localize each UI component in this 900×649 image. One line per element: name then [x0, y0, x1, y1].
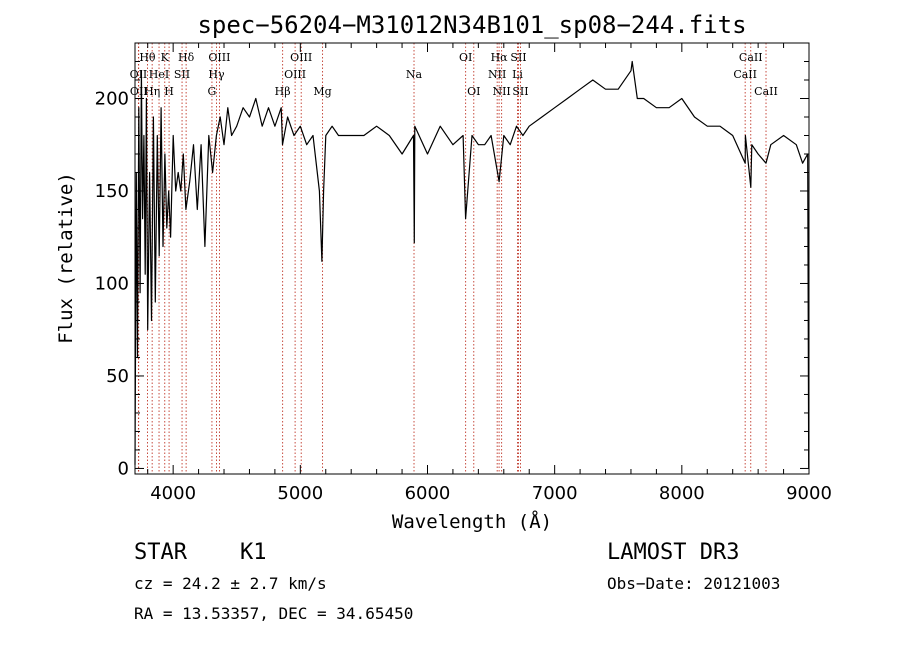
x-tick-label: 9000 [786, 483, 832, 504]
line-label: Hγ [208, 68, 225, 81]
line-label: HeI [149, 68, 169, 81]
axis-ticks: 4000 5000 6000 7000 8000 9000 0 50 100 150 200 [95, 43, 832, 504]
line-label: OIII [290, 51, 312, 64]
y-tick-label: 100 [95, 273, 129, 294]
coordinates-text: RA = 13.53357, DEC = 34.65450 [134, 604, 414, 623]
line-label: Mg [313, 85, 331, 98]
y-axis-label: Flux (relative) [55, 172, 77, 344]
line-label: CaII [739, 51, 763, 64]
line-label: SII [512, 85, 528, 98]
x-tick-label: 6000 [405, 483, 451, 504]
line-label: Hθ [139, 51, 156, 64]
line-label: OIII [284, 68, 306, 81]
line-label: OII [130, 68, 148, 81]
line-label: Hβ [275, 85, 291, 98]
line-label: H [164, 85, 174, 98]
line-label: CaII [754, 85, 778, 98]
line-label: NII [488, 68, 506, 81]
line-label: CaII [733, 68, 757, 81]
x-tick-label: 4000 [150, 483, 196, 504]
y-tick-label: 150 [95, 181, 129, 202]
x-tick-label: 8000 [659, 483, 705, 504]
line-label: OII [130, 85, 148, 98]
spectrum-line [134, 60, 810, 470]
line-label: OI [467, 85, 480, 98]
object-type: STAR [134, 540, 187, 565]
line-label: Hη [144, 85, 160, 98]
line-label: NII [492, 85, 510, 98]
x-tick-label: 7000 [532, 483, 578, 504]
axes-frame [134, 42, 810, 475]
observation-date: Obs−Date: 20121003 [607, 574, 781, 593]
chart-title: spec−56204−M31012N34B101_sp08−244.fits [197, 11, 746, 39]
line-label: Hα [491, 51, 509, 64]
emission-line-markers [137, 43, 767, 474]
line-label: Na [406, 68, 423, 81]
line-label: Li [512, 68, 523, 81]
line-label: SII [510, 51, 526, 64]
line-label: OIII [208, 51, 230, 64]
y-tick-label: 200 [95, 88, 129, 109]
line-label: OI [459, 51, 472, 64]
line-label: SII [174, 68, 190, 81]
line-label: K [161, 51, 170, 64]
y-tick-label: 0 [118, 458, 129, 479]
sub-class: K1 [240, 540, 267, 565]
x-axis-label: Wavelength (Å) [392, 510, 552, 533]
x-tick-label: 5000 [277, 483, 323, 504]
survey-name: LAMOST DR3 [607, 540, 740, 565]
redshift-text: cz = 24.2 ± 2.7 km/s [134, 574, 327, 593]
y-tick-label: 50 [106, 366, 129, 387]
line-label: G [208, 85, 217, 98]
line-label: Hδ [178, 51, 195, 64]
